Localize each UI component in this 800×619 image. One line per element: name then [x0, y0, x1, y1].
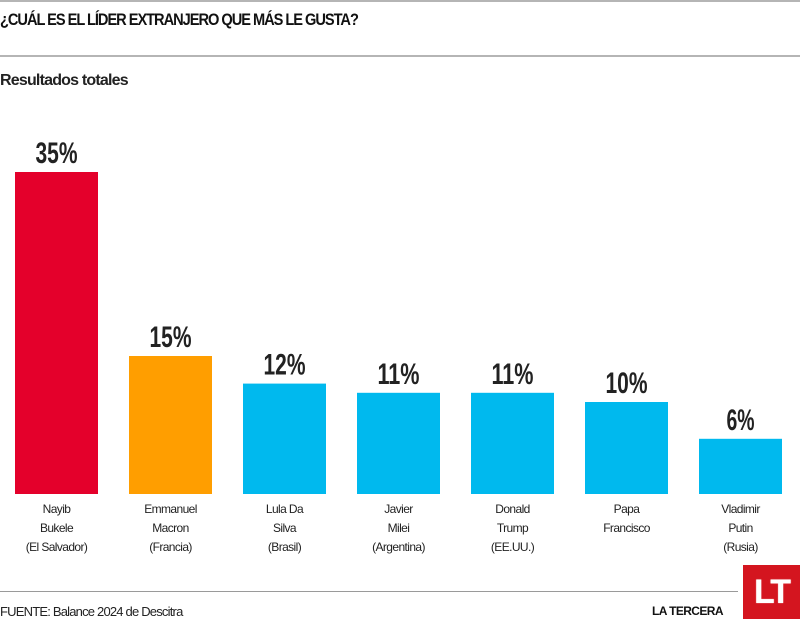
value-label: 35% [36, 137, 78, 170]
bar [357, 392, 440, 494]
bar [699, 438, 782, 494]
category-label: (Argentina) [372, 540, 425, 554]
category-label: Macron [152, 521, 188, 535]
bar [243, 383, 326, 494]
category-label: (Rusia) [723, 540, 758, 554]
category-label: (Francia) [149, 540, 192, 554]
category-label: Nayib [43, 502, 72, 516]
footer-rule [0, 591, 738, 592]
value-label: 15% [150, 321, 192, 354]
category-label: Papa [614, 502, 641, 516]
bar [585, 402, 668, 494]
title-rule [0, 55, 800, 57]
category-label: (EE.UU.) [491, 540, 535, 554]
category-label: Vladimir [721, 502, 760, 516]
category-label: Silva [273, 521, 297, 535]
brand-logo-text: LT [753, 572, 791, 611]
value-label: 11% [378, 358, 420, 391]
category-label: Javier [384, 502, 413, 516]
category-label: (Brasil) [268, 540, 302, 554]
brand-name: LA TERCERA [652, 604, 723, 618]
category-label: Bukele [40, 521, 74, 535]
value-label: 12% [264, 349, 306, 382]
chart-subtitle: Resultados totales [0, 72, 129, 89]
value-label: 10% [606, 367, 648, 400]
bar [129, 356, 212, 494]
brand-logo: LT [743, 565, 800, 619]
source-note: FUENTE: Balance 2024 de Descitra [0, 604, 183, 619]
value-label: 11% [492, 358, 534, 391]
chart-title: ¿CUÁL ES EL LÍDER EXTRANJERO QUE MÁS LE … [0, 10, 359, 29]
top-rule [0, 0, 800, 2]
category-label: Lula Da [266, 502, 304, 516]
category-label: Putin [728, 521, 752, 535]
value-label: 6% [727, 404, 755, 437]
category-label: Emmanuel [144, 502, 197, 516]
category-label: Francisco [603, 521, 651, 535]
category-label: Milei [388, 521, 410, 535]
category-label: (El Salvador) [26, 540, 88, 554]
bar [15, 172, 98, 494]
category-label: Donald [495, 502, 529, 516]
bar [471, 392, 554, 494]
category-label: Trump [497, 521, 529, 535]
